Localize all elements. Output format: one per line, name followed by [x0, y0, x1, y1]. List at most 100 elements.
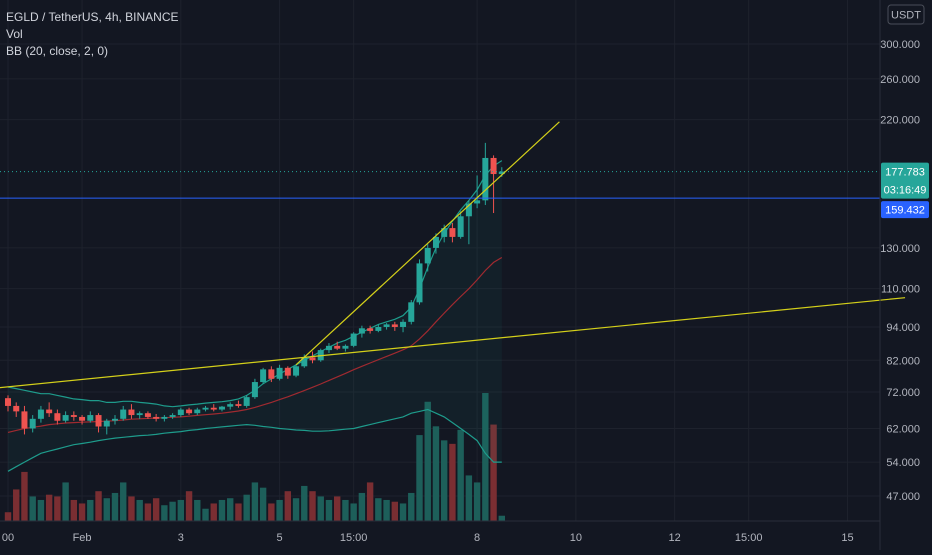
candle-body — [334, 345, 341, 349]
price-tick-label: 82.000 — [886, 355, 920, 367]
volume-bar — [70, 499, 78, 521]
candle-body — [144, 413, 151, 417]
candles — [5, 142, 505, 435]
candle-body — [37, 409, 44, 419]
grid — [0, 0, 880, 521]
volume-bar — [21, 471, 28, 521]
line-price-value: 159.432 — [885, 205, 925, 217]
candle-body — [227, 404, 234, 407]
volume-bar — [202, 508, 209, 521]
candle-body — [13, 405, 20, 412]
candle-body — [120, 409, 127, 419]
time-tick-label: 5 — [277, 532, 283, 544]
volume-bar — [457, 429, 464, 521]
volume-bar — [465, 475, 473, 521]
price-tick-label: 72.000 — [886, 387, 920, 399]
volume-bar — [317, 496, 324, 521]
candle-body — [391, 324, 398, 327]
volume-bar — [120, 482, 127, 521]
volume-bar — [177, 499, 185, 521]
trendline[interactable] — [0, 297, 906, 389]
line-price-tag — [881, 201, 929, 219]
volume-bar — [432, 426, 440, 521]
price-tick-label: 110.000 — [881, 284, 920, 296]
currency-badge-frame[interactable] — [887, 4, 925, 25]
candle-body — [95, 415, 102, 427]
bollinger-indicator-label[interactable]: BB (20, close, 2, 0) — [6, 44, 109, 58]
candle-body — [268, 369, 275, 379]
candle-body — [498, 171, 505, 175]
price-tick-label: 260.000 — [880, 74, 920, 86]
volume-bar — [78, 503, 86, 521]
volume-bar — [95, 491, 102, 521]
time-tick-label: 00 — [2, 532, 14, 544]
time-tick-label: 15 — [841, 532, 853, 544]
candle-body — [62, 415, 69, 421]
candle-body — [103, 420, 110, 427]
candle-body — [177, 409, 184, 416]
candle-body — [29, 418, 36, 429]
symbol-title[interactable]: EGLD / TetherUS, 4h, BINANCE — [6, 10, 179, 24]
volume-bar — [227, 498, 234, 521]
volume-bar — [87, 499, 94, 521]
candle-body — [441, 228, 448, 237]
candle-body — [260, 369, 267, 383]
volume-indicator-label[interactable]: Vol — [6, 27, 23, 41]
volume-bar — [440, 440, 448, 521]
volume-bar — [169, 501, 176, 521]
candle-body — [432, 236, 439, 248]
last-price-tag — [881, 162, 929, 199]
candle-countdown: 03:16:49 — [884, 185, 927, 197]
volume-bar — [449, 443, 456, 521]
volume-bar — [383, 499, 390, 521]
candle-body — [490, 157, 497, 175]
price-tick-label: 94.000 — [886, 322, 920, 334]
candle-body — [482, 157, 489, 201]
candle-body — [416, 263, 423, 303]
volume-bar — [391, 501, 399, 521]
candle-body — [276, 367, 283, 379]
currency-badge[interactable]: USDT — [891, 10, 921, 22]
volume-bar — [152, 498, 160, 521]
volume-bar — [301, 485, 308, 521]
volume-bar — [334, 496, 341, 521]
time-tick-label: 15:00 — [735, 532, 763, 544]
last-price-value: 177.783 — [885, 167, 925, 179]
trendlines[interactable] — [0, 121, 906, 389]
volume-bar — [482, 393, 489, 521]
candle-body — [474, 200, 481, 204]
candle-body — [79, 416, 86, 421]
time-tick-label: Feb — [73, 532, 92, 544]
volume-bar — [37, 499, 45, 521]
volume-bar — [128, 496, 135, 521]
candle-body — [194, 409, 201, 414]
volume-bar — [366, 482, 374, 521]
volume-bar — [342, 499, 349, 521]
volume-bar — [498, 515, 505, 521]
volume-bar — [210, 503, 217, 521]
candle-body — [325, 345, 332, 351]
candle-body — [465, 203, 472, 217]
volume-bar — [185, 491, 193, 521]
candle-body — [87, 415, 94, 421]
candle-body — [309, 357, 316, 361]
time-tick-label: 8 — [474, 532, 480, 544]
candle-body — [424, 247, 431, 264]
price-tick-label: 220.000 — [880, 115, 920, 127]
price-tick-label: 62.000 — [886, 423, 920, 435]
volume-bar — [161, 505, 168, 521]
candle-body — [235, 404, 242, 406]
candle-body — [408, 302, 415, 322]
bollinger-fill — [8, 160, 502, 472]
candle-body — [400, 321, 407, 327]
candle-body — [54, 413, 61, 421]
candle-body — [46, 409, 53, 414]
volume-bar — [276, 499, 283, 521]
trendline[interactable] — [295, 121, 560, 366]
candle-body — [161, 416, 168, 419]
volume-bar — [218, 499, 226, 521]
candle-body — [111, 418, 118, 421]
